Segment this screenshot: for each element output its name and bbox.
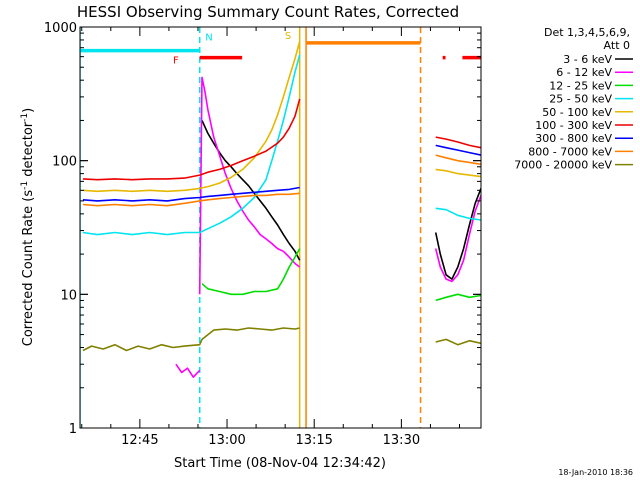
x-axis-label: Start Time (08-Nov-04 12:34:42) xyxy=(174,456,386,471)
series-line-6-1 xyxy=(435,144,481,156)
series-line-2-1 xyxy=(435,293,481,302)
x-tick-label: 13:15 xyxy=(295,433,332,448)
y-label-sup-1: -1 xyxy=(20,181,30,190)
legend-label: 800 - 7000 keV xyxy=(528,145,612,158)
chart-title: HESSI Observing Summary Count Rates, Cor… xyxy=(77,3,459,21)
legend-label: 25 - 50 keV xyxy=(549,93,612,106)
series-line-7-0 xyxy=(82,192,300,207)
series-line-6-0 xyxy=(82,186,300,202)
legend-label: 7000 - 20000 keV xyxy=(514,159,612,172)
series-line-5-1 xyxy=(435,136,481,149)
y-tick-label: 100 xyxy=(52,155,77,170)
legend-header-attenuator: Att 0 xyxy=(604,39,630,52)
legend-label: 50 - 100 keV xyxy=(542,106,612,119)
x-tick-label: 13:30 xyxy=(383,433,420,448)
series-line-5-0 xyxy=(82,98,301,181)
legend-label: 12 - 25 keV xyxy=(549,79,612,92)
y-label-part-2: detector xyxy=(21,121,36,181)
y-label-sup-2: -1 xyxy=(20,113,30,122)
data-layer: N F S xyxy=(80,27,481,428)
series-line-8-0 xyxy=(82,327,300,352)
series-line-1-2 xyxy=(434,193,481,283)
series-line-4-0 xyxy=(82,41,301,193)
timestamp: 18-Jan-2010 18:36 xyxy=(558,468,633,477)
x-tick-label: 12:45 xyxy=(121,433,158,448)
flag-label-0: N xyxy=(205,32,212,43)
series-line-7-1 xyxy=(435,154,481,166)
plot-area: N F S 1 10 100 1000 12:45 13:00 13:15 13:30 xyxy=(44,21,482,448)
legend-label: 300 - 800 keV xyxy=(535,132,612,145)
y-tick-label: 1000 xyxy=(44,21,77,36)
series-line-3-0 xyxy=(82,54,301,236)
y-label-part-1: Corrected Count Rate (s xyxy=(21,190,36,347)
y-label-part-3: ) xyxy=(21,108,36,113)
series-line-1-1 xyxy=(198,76,301,295)
series-line-4-1 xyxy=(435,168,481,178)
series-line-8-1 xyxy=(435,338,481,346)
legend-label: 3 - 6 keV xyxy=(563,53,612,66)
legend-label: 100 - 300 keV xyxy=(535,119,612,132)
legend-header-detectors: Det 1,3,4,5,6,9, xyxy=(544,26,630,39)
y-tick-label: 10 xyxy=(60,288,77,303)
series-line-0-1 xyxy=(434,186,481,280)
y-axis-label: Corrected Count Rate (s-1 detector-1) xyxy=(20,108,36,346)
flag-label-2: S xyxy=(285,31,291,42)
legend-label: 6 - 12 keV xyxy=(556,66,612,79)
x-tick-label: 13:00 xyxy=(208,433,245,448)
flag-label-1: F xyxy=(173,56,179,67)
series-line-1-0 xyxy=(175,363,201,379)
series-line-2-0 xyxy=(201,248,301,296)
y-tick-label: 1 xyxy=(69,422,77,437)
plot-frame xyxy=(79,26,482,429)
series-line-3-1 xyxy=(435,207,481,221)
